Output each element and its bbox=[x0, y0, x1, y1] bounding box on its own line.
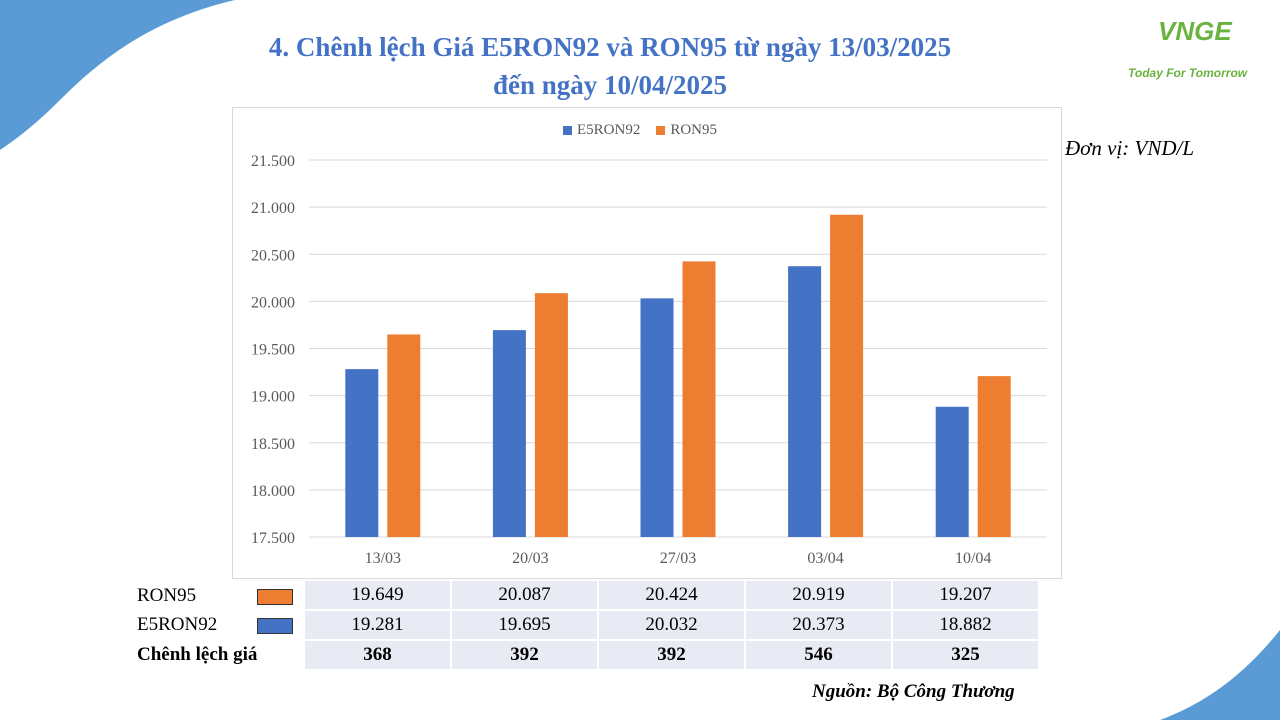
table-row-e5ron92: E5RON92 19.281 19.695 20.032 20.373 18.8… bbox=[137, 610, 1040, 641]
legend-label-ron95: RON95 bbox=[670, 122, 718, 138]
table-cell: 20.373 bbox=[745, 610, 893, 641]
table-cell: 19.649 bbox=[305, 581, 452, 611]
legend-item-ron95: RON95 bbox=[656, 122, 717, 139]
bar-e5ron92 bbox=[788, 266, 822, 537]
table-cell: 20.087 bbox=[451, 581, 599, 611]
legend-label-e5ron92: E5RON92 bbox=[577, 122, 641, 138]
table-swatch-e5ron92 bbox=[257, 618, 293, 634]
legend-item-e5ron92: E5RON92 bbox=[563, 122, 640, 139]
y-tick-label: 20.000 bbox=[251, 294, 295, 311]
title-line-2: đến ngày 10/04/2025 bbox=[492, 70, 728, 100]
logo-tagline: Today For Tomorrow bbox=[1128, 66, 1248, 80]
table-cell: 20.424 bbox=[598, 581, 746, 611]
bar-e5ron92 bbox=[492, 330, 526, 537]
chart-legend: E5RON92 RON95 bbox=[563, 122, 717, 139]
table-row-difference: Chênh lệch giá 368 392 392 546 325 bbox=[137, 640, 1040, 671]
table-cell: 20.919 bbox=[745, 581, 893, 611]
bar-e5ron92 bbox=[935, 406, 969, 537]
table-row-label: Chênh lệch giá bbox=[137, 644, 258, 665]
source-note: Nguồn: Bộ Công Thương bbox=[812, 681, 1015, 702]
data-table: RON95 19.649 20.087 20.424 20.919 19.207… bbox=[137, 581, 1040, 671]
legend-swatch-e5ron92 bbox=[563, 126, 572, 135]
logo: VNGE Today For Tomorrow bbox=[1120, 14, 1270, 86]
y-tick-label: 19.000 bbox=[251, 389, 295, 406]
y-tick-label: 17.500 bbox=[251, 530, 295, 547]
table-cell: 368 bbox=[305, 640, 452, 671]
table-cell: 392 bbox=[598, 640, 746, 671]
bar-ron95 bbox=[682, 261, 716, 537]
y-tick-label: 20.500 bbox=[251, 247, 295, 264]
table-row-ron95: RON95 19.649 20.087 20.424 20.919 19.207 bbox=[137, 581, 1040, 611]
x-tick-label: 10/04 bbox=[955, 550, 991, 567]
x-tick-label: 27/03 bbox=[660, 550, 696, 567]
table-cell: 19.695 bbox=[451, 610, 599, 641]
logo-mark: VNGE bbox=[1158, 16, 1232, 46]
x-tick-label: 20/03 bbox=[512, 550, 548, 567]
bar-ron95 bbox=[977, 376, 1011, 537]
y-tick-label: 21.000 bbox=[251, 200, 295, 217]
corner-wave-bottom-right bbox=[1160, 630, 1280, 720]
chart-plot-area: 17.500 18.000 18.500 19.000 19.500 20.000 20.5… bbox=[251, 153, 1047, 567]
unit-label: Đơn vị: VND/L bbox=[1065, 136, 1195, 160]
y-tick-label: 19.500 bbox=[251, 342, 295, 359]
table-cell: 325 bbox=[892, 640, 1040, 671]
y-tick-label: 21.500 bbox=[251, 153, 295, 170]
y-tick-label: 18.000 bbox=[251, 483, 295, 500]
bar-ron95 bbox=[387, 334, 421, 537]
table-row-label: E5RON92 bbox=[137, 610, 305, 640]
table-cell: 19.281 bbox=[305, 610, 452, 641]
table-cell: 18.882 bbox=[892, 610, 1040, 641]
table-cell: 392 bbox=[451, 640, 599, 671]
y-tick-label: 18.500 bbox=[251, 436, 295, 453]
bar-chart: E5RON92 RON95 17.500 18.000 18.500 19.000 19… bbox=[232, 107, 1062, 579]
bar-ron95 bbox=[830, 214, 864, 537]
legend-swatch-ron95 bbox=[656, 126, 666, 135]
bar-ron95 bbox=[534, 293, 568, 537]
page-title: 4. Chênh lệch Giá E5RON92 và RON95 từ ng… bbox=[180, 28, 1040, 104]
bar-e5ron92 bbox=[640, 298, 674, 537]
table-cell: 546 bbox=[745, 640, 893, 671]
table-cell: 20.032 bbox=[598, 610, 746, 641]
x-tick-label: 13/03 bbox=[365, 550, 401, 567]
corner-wave-top-left bbox=[0, 0, 235, 150]
x-tick-label: 03/04 bbox=[807, 550, 843, 567]
table-row-label: RON95 bbox=[137, 581, 305, 610]
table-cell: 19.207 bbox=[892, 581, 1040, 611]
bar-e5ron92 bbox=[345, 369, 379, 537]
title-line-1: 4. Chênh lệch Giá E5RON92 và RON95 từ ng… bbox=[268, 32, 952, 62]
table-swatch-ron95 bbox=[257, 589, 293, 605]
